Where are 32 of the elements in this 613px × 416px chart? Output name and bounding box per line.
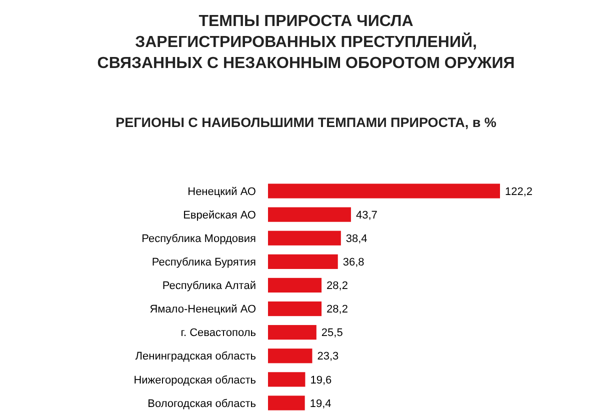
bar (268, 230, 341, 246)
y-tick-label: Ямало-Ненецкий АО (150, 304, 256, 316)
data-label: 38,4 (346, 232, 368, 245)
data-label: 36,8 (342, 256, 364, 269)
bar (268, 396, 305, 410)
bar (268, 254, 338, 269)
bar (268, 348, 312, 364)
chart-subtitle: РЕГИОНЫ С НАИБОЛЬШИМИ ТЕМПАМИ ПРИРОСТА, в % (116, 115, 496, 130)
bar (268, 207, 351, 222)
data-label: 23,3 (317, 350, 339, 363)
y-tick-label: Республика Бурятия (152, 256, 256, 269)
y-tick-label: Республика Мордовия (142, 232, 256, 245)
bar (268, 301, 322, 316)
y-tick-label: Ленинградская область (135, 350, 256, 363)
y-tick-label: Нижегородская область (134, 374, 256, 386)
data-label: 28,2 (326, 304, 348, 316)
bar (268, 184, 500, 198)
data-label: 28,2 (326, 280, 348, 292)
chart-title: ТЕМПЫ ПРИРОСТА ЧИСЛА ЗАРЕГИСТРИРОВАННЫХ ПРЕСТУПЛЕНИЙ, СВЯЗАННЫХ С НЕЗАКОННЫМ ОБОРОТОМ ОРУЖИЯ (97, 13, 515, 72)
data-label: 25,5 (321, 327, 343, 340)
data-label: 122,2 (505, 186, 533, 198)
y-tick-label: Вологодская область (148, 398, 256, 410)
y-tick-label: Еврейская АО (183, 209, 256, 222)
data-label: 43,7 (356, 209, 378, 222)
y-tick-label: г. Севастополь (180, 327, 256, 340)
data-label: 19,4 (310, 398, 332, 410)
bar (268, 372, 306, 387)
bar (268, 325, 316, 340)
y-tick-label: Ненецкий АО (188, 186, 256, 198)
data-label: 19,6 (310, 374, 332, 386)
bar (268, 278, 322, 293)
y-tick-label: Республика Алтай (162, 280, 256, 292)
